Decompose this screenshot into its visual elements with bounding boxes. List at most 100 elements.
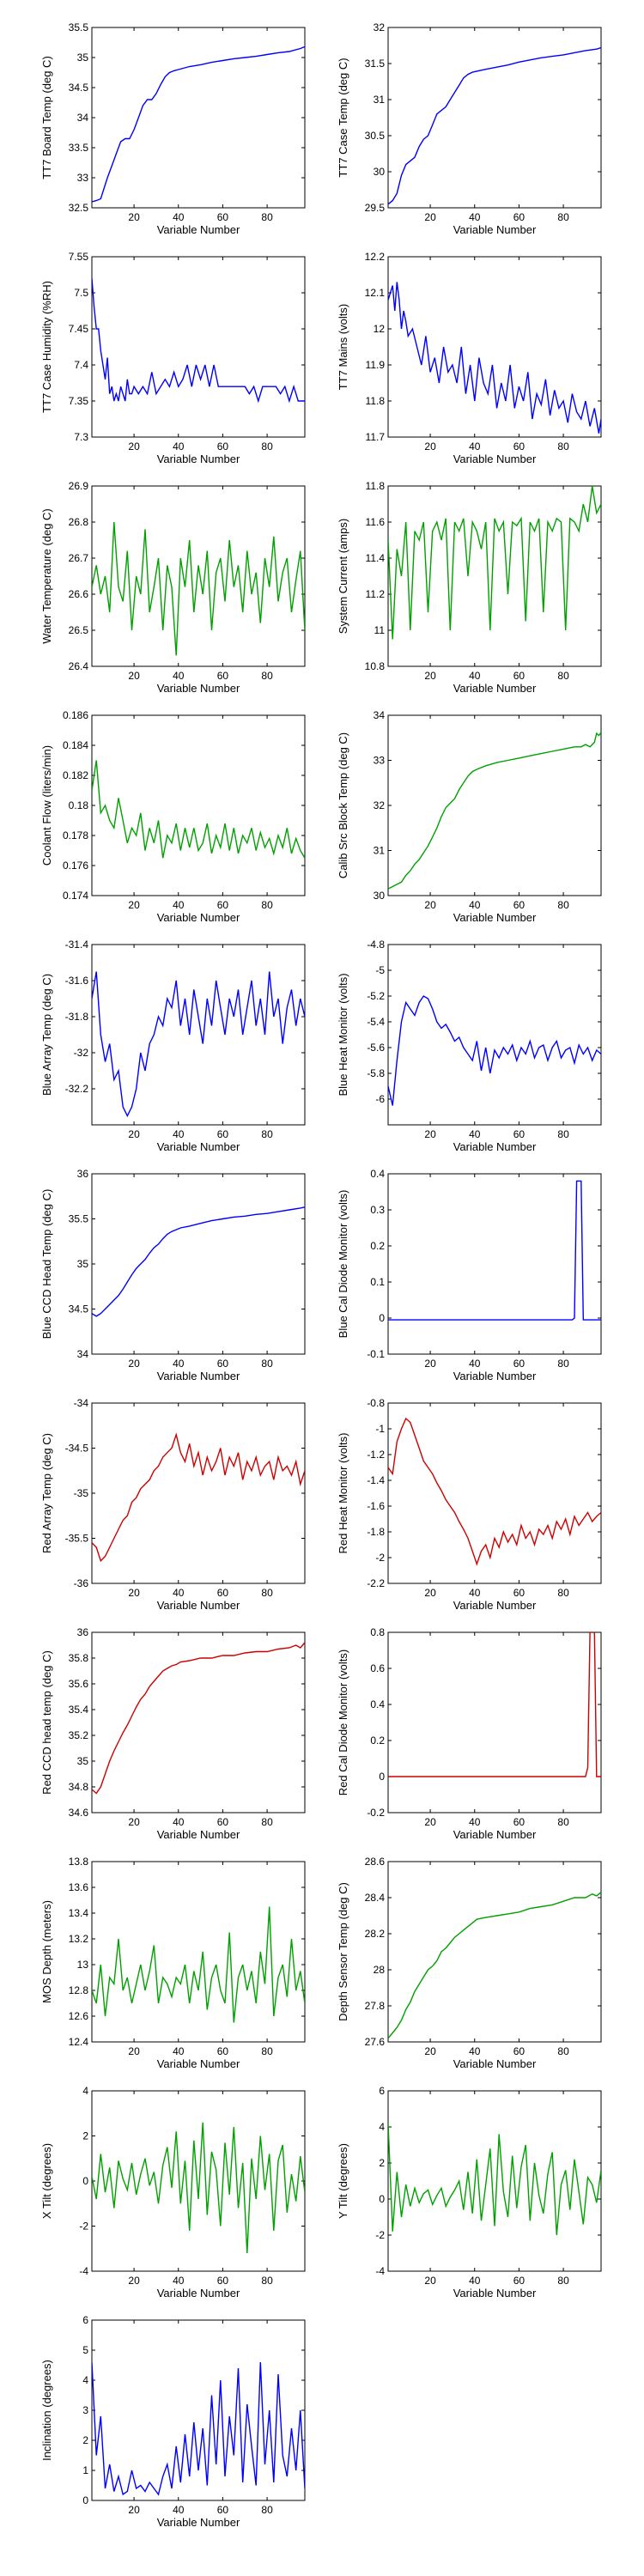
series-line: [92, 1206, 305, 1317]
chart-panel: 20 40 60 80 -0.1 0 0.1 0.2 0.3 0.4 Variable Number…: [337, 1168, 602, 1382]
y-tick-label: 36: [77, 1626, 89, 1638]
chart-panel: 20 40 60 80 -0.2 0 0.2 0.4 0.6 0.8 Variable Number…: [337, 1626, 602, 1841]
y-tick-label: -32.2: [65, 1083, 89, 1095]
y-tick-label: 13.2: [69, 1933, 89, 1945]
y-tick-label: 26.9: [69, 480, 89, 492]
y-tick-label: -2: [375, 1552, 385, 1564]
y-tick-label: -35.5: [65, 1533, 89, 1545]
y-tick-label: 0.186: [63, 709, 88, 721]
x-tick-label: 40: [173, 1816, 185, 1828]
x-tick-label: 40: [469, 1358, 481, 1370]
x-tick-label: 20: [128, 2504, 140, 2516]
y-tick-label: -2: [375, 2229, 385, 2241]
x-tick-label: 40: [469, 2275, 481, 2287]
x-tick-label: 20: [424, 211, 436, 223]
x-axis-label: Variable Number: [157, 682, 240, 695]
chart-panel: 20 40 60 80 34 34.5 35 35.5 36 Variable Number Blu…: [40, 1168, 306, 1382]
y-tick-label: 0.178: [63, 829, 88, 841]
x-tick-label: 40: [173, 440, 185, 453]
y-axis-label: Blue Cal Diode Monitor (volts): [337, 1190, 349, 1339]
y-tick-label: 13.6: [69, 1881, 89, 1893]
chart-panel: 20 40 60 80 -36 -35.5 -35 -34.5 -34 Variable Numb…: [40, 1397, 306, 1612]
y-tick-label: 6: [82, 2314, 88, 2326]
x-axis-label: Variable Number: [157, 1599, 240, 1612]
plot-frame: [387, 485, 602, 667]
x-tick-label: 60: [513, 1358, 526, 1370]
x-tick-label: 80: [261, 1816, 273, 1828]
y-tick-label: 0.182: [63, 769, 88, 781]
y-axis-label: TT7 Mains (volts): [337, 304, 349, 390]
x-tick-label: 60: [513, 2275, 526, 2287]
y-tick-label: 7.4: [74, 359, 88, 371]
x-axis-label: Variable Number: [157, 1370, 240, 1382]
x-tick-label: 60: [217, 1128, 229, 1140]
y-tick-label: -4: [375, 2265, 385, 2277]
chart-panel: 20 40 60 80 34.6 34.8 35 35.2 35.4 35.6 35.8 36 Vari…: [40, 1626, 306, 1841]
y-tick-label: 0.18: [69, 799, 89, 811]
series-line: [92, 46, 305, 203]
y-tick-label: 30: [374, 166, 386, 178]
series-line: [388, 1892, 601, 2039]
x-tick-label: 40: [469, 1816, 481, 1828]
x-tick-label: 60: [513, 899, 526, 911]
chart-panel: 20 40 60 80 7.3 7.35 7.4 7.45 7.5 7.55 Variable Nu…: [40, 251, 306, 465]
y-tick-label: 31: [374, 845, 386, 857]
y-tick-label: 13.4: [69, 1907, 89, 1919]
x-tick-label: 40: [469, 670, 481, 682]
x-tick-label: 60: [513, 2045, 526, 2057]
y-tick-label: 32: [374, 21, 386, 33]
x-axis-label: Variable Number: [157, 911, 240, 924]
y-tick-label: 34.8: [69, 1781, 89, 1793]
chart-panel: 20 40 60 80 -4 -2 0 2 4 6 Variable Number Y Tilt (d…: [337, 2085, 602, 2300]
x-tick-label: 80: [557, 1816, 569, 1828]
x-tick-label: 20: [128, 1358, 140, 1370]
x-tick-label: 80: [261, 2275, 273, 2287]
y-tick-label: 33.5: [69, 142, 89, 154]
y-axis-label: Coolant Flow (liters/min): [40, 745, 53, 866]
y-tick-label: -31.8: [65, 1011, 89, 1023]
x-tick-label: 60: [217, 2045, 229, 2057]
x-tick-label: 80: [557, 2045, 569, 2057]
y-tick-label: 12.4: [69, 2036, 89, 2048]
y-tick-label: 26.5: [69, 624, 89, 636]
plot-frame: [387, 27, 602, 209]
plot-frame: [91, 714, 306, 896]
x-tick-label: 60: [217, 670, 229, 682]
y-tick-label: 5: [82, 2344, 88, 2356]
x-tick-label: 40: [469, 899, 481, 911]
y-axis-label: Blue Heat Monitor (volts): [337, 973, 349, 1096]
y-tick-label: 1: [82, 2464, 88, 2476]
y-tick-label: -0.8: [367, 1397, 385, 1409]
x-axis-label: Variable Number: [453, 453, 537, 465]
y-tick-label: 11.4: [366, 552, 386, 564]
x-tick-label: 20: [424, 1587, 436, 1599]
y-tick-label: 35: [77, 1755, 89, 1767]
x-tick-label: 20: [128, 2275, 140, 2287]
plot-frame: [91, 27, 306, 209]
y-tick-label: -6: [375, 1093, 385, 1105]
y-tick-label: 33: [374, 755, 386, 767]
y-tick-label: 35.6: [69, 1678, 89, 1690]
plot-frame: [91, 1402, 306, 1584]
x-tick-label: 20: [424, 1816, 436, 1828]
series-line: [92, 2361, 305, 2496]
x-axis-label: Variable Number: [453, 682, 537, 695]
y-tick-label: -5: [375, 964, 385, 976]
series-line: [92, 1642, 305, 1795]
y-tick-label: 7.3: [74, 431, 88, 443]
y-tick-label: 0.4: [370, 1168, 385, 1180]
y-tick-label: 7.55: [69, 251, 89, 263]
x-tick-label: 40: [469, 440, 481, 453]
series-line: [388, 1632, 601, 1777]
chart-panel: 20 40 60 80 0.174 0.176 0.178 0.18 0.182 0.184 0.1…: [40, 709, 306, 924]
y-tick-label: 0.6: [370, 1662, 385, 1674]
x-tick-label: 20: [128, 1816, 140, 1828]
y-axis-label: Blue CCD Head Temp (deg C): [40, 1189, 53, 1340]
y-axis-label: X Tilt (degrees): [40, 2143, 53, 2219]
chart-panel: 20 40 60 80 26.4 26.5 26.6 26.7 26.8 26.9 Variable…: [40, 480, 306, 695]
x-axis-label: Variable Number: [453, 1828, 537, 1841]
x-tick-label: 60: [217, 2504, 229, 2516]
x-tick-label: 60: [513, 1128, 526, 1140]
y-axis-label: Red CCD head temp (deg C): [40, 1650, 53, 1795]
